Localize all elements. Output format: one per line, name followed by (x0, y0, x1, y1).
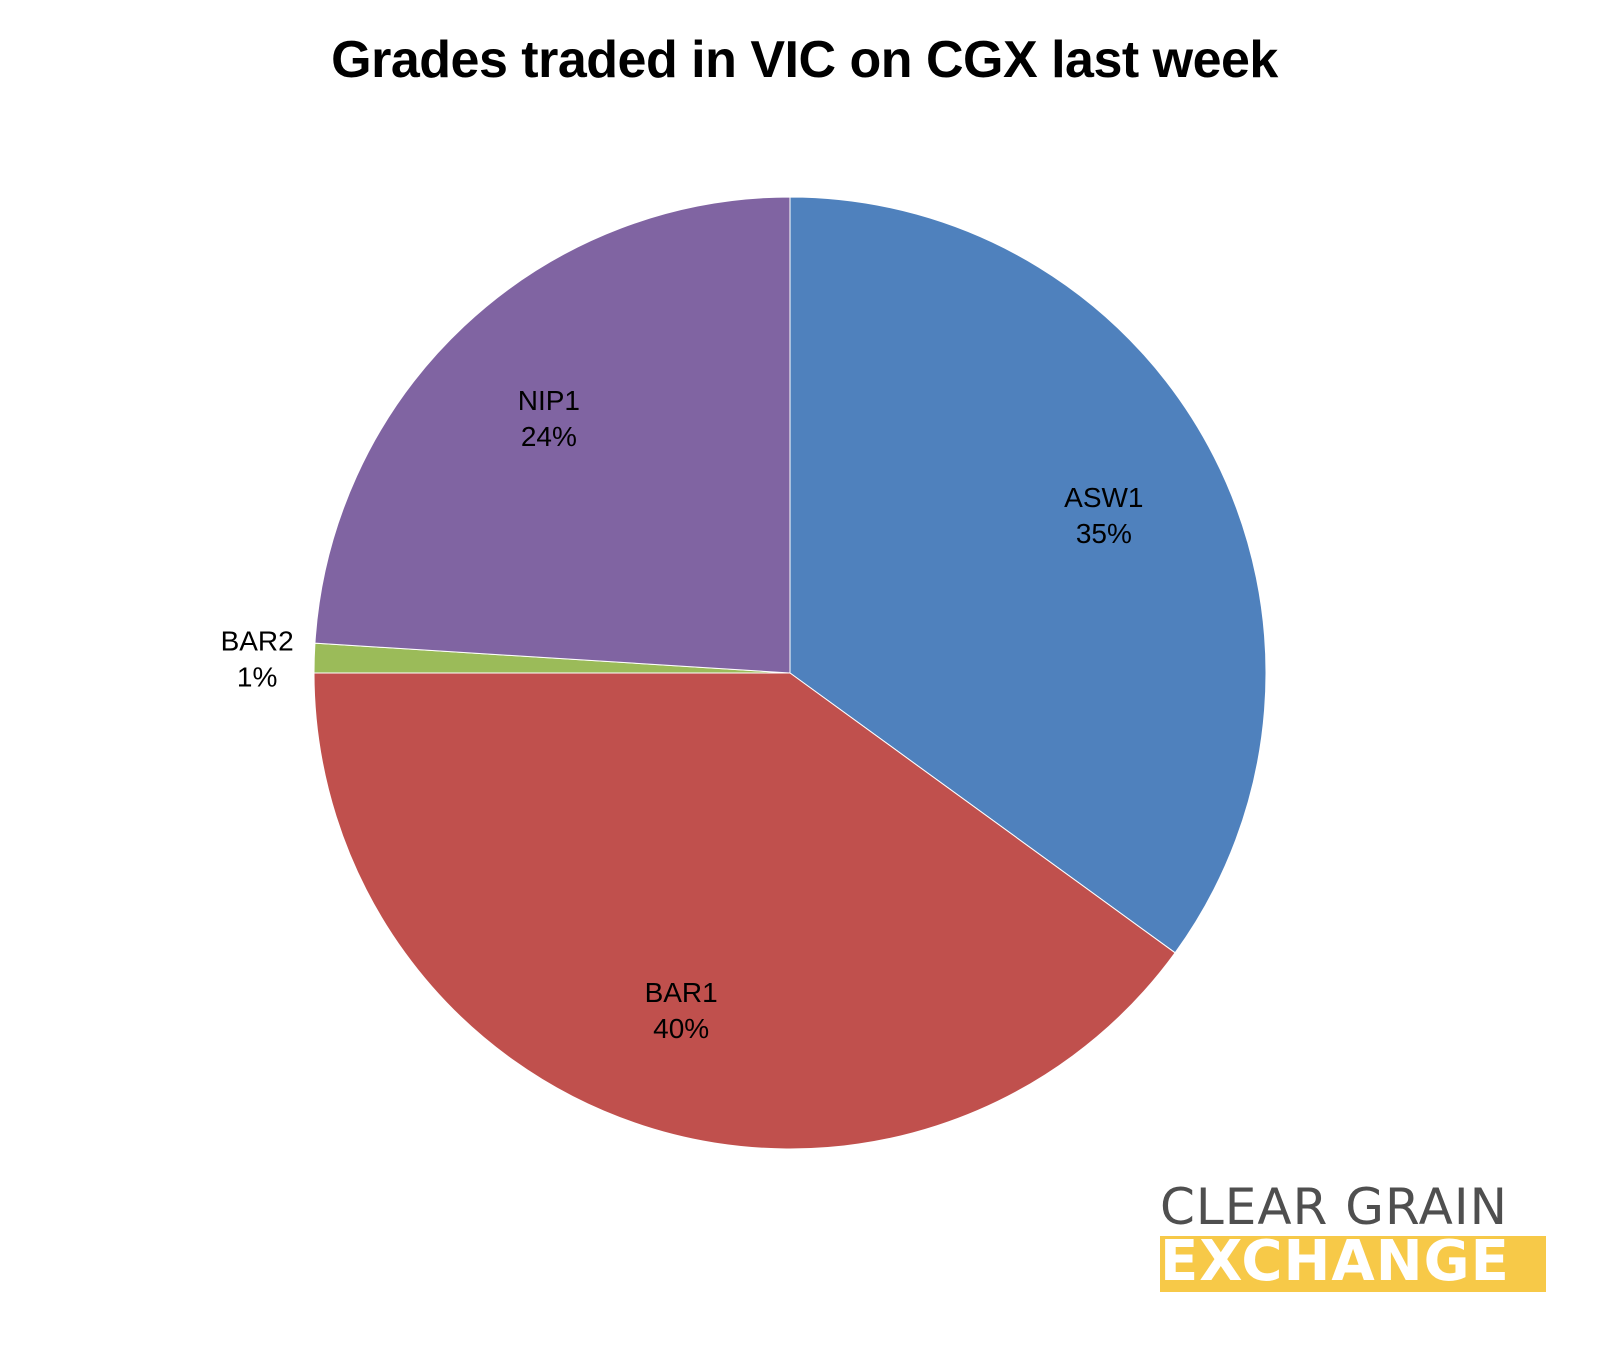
logo-line-2-band: EXCHANGE (1160, 1236, 1546, 1292)
pie-slices (313, 196, 1267, 1150)
clear-grain-exchange-logo: CLEAR GRAIN EXCHANGE (1160, 1180, 1550, 1295)
slice-percent-asw1: 35% (1076, 518, 1132, 549)
slice-label-nip1: NIP1 (518, 385, 580, 416)
slice-percent-bar1: 40% (653, 1013, 709, 1044)
pie-slice-nip1 (314, 196, 791, 674)
slice-label-bar2: BAR2 (221, 625, 294, 656)
slice-percent-bar2: 1% (237, 661, 277, 692)
slice-percent-nip1: 24% (521, 421, 577, 452)
logo-line-1: CLEAR GRAIN (1160, 1178, 1509, 1236)
pie-slice-bar1 (313, 672, 1176, 1150)
logo-line-2: EXCHANGE (1160, 1236, 1510, 1292)
chart-title: Grades traded in VIC on CGX last week (331, 31, 1278, 89)
pie-labels: ASW1 35% BAR1 40% BAR2 1% NIP1 24% (221, 385, 1144, 1044)
slice-label-asw1: ASW1 (1064, 482, 1143, 513)
pie-slice-asw1 (789, 196, 1267, 954)
slice-label-bar1: BAR1 (645, 977, 718, 1008)
